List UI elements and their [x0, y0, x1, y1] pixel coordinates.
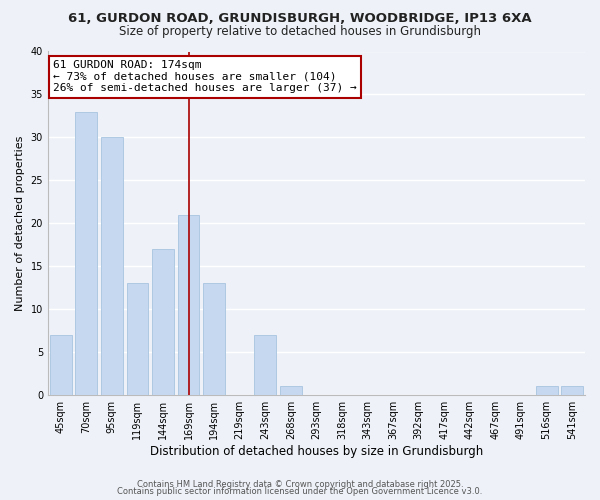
Text: Contains public sector information licensed under the Open Government Licence v3: Contains public sector information licen…: [118, 487, 482, 496]
Bar: [203, 283, 225, 395]
Text: Contains HM Land Registry data © Crown copyright and database right 2025.: Contains HM Land Registry data © Crown c…: [137, 480, 463, 489]
Bar: [50, 335, 71, 395]
Bar: [76, 112, 97, 395]
Bar: [562, 386, 583, 395]
Bar: [536, 386, 557, 395]
Bar: [127, 283, 148, 395]
X-axis label: Distribution of detached houses by size in Grundisburgh: Distribution of detached houses by size …: [150, 444, 483, 458]
Bar: [254, 335, 276, 395]
Text: Size of property relative to detached houses in Grundisburgh: Size of property relative to detached ho…: [119, 25, 481, 38]
Text: 61, GURDON ROAD, GRUNDISBURGH, WOODBRIDGE, IP13 6XA: 61, GURDON ROAD, GRUNDISBURGH, WOODBRIDG…: [68, 12, 532, 26]
Text: 61 GURDON ROAD: 174sqm
← 73% of detached houses are smaller (104)
26% of semi-de: 61 GURDON ROAD: 174sqm ← 73% of detached…: [53, 60, 357, 94]
Bar: [101, 138, 123, 395]
Bar: [152, 249, 174, 395]
Bar: [280, 386, 302, 395]
Bar: [178, 214, 199, 395]
Y-axis label: Number of detached properties: Number of detached properties: [15, 136, 25, 311]
